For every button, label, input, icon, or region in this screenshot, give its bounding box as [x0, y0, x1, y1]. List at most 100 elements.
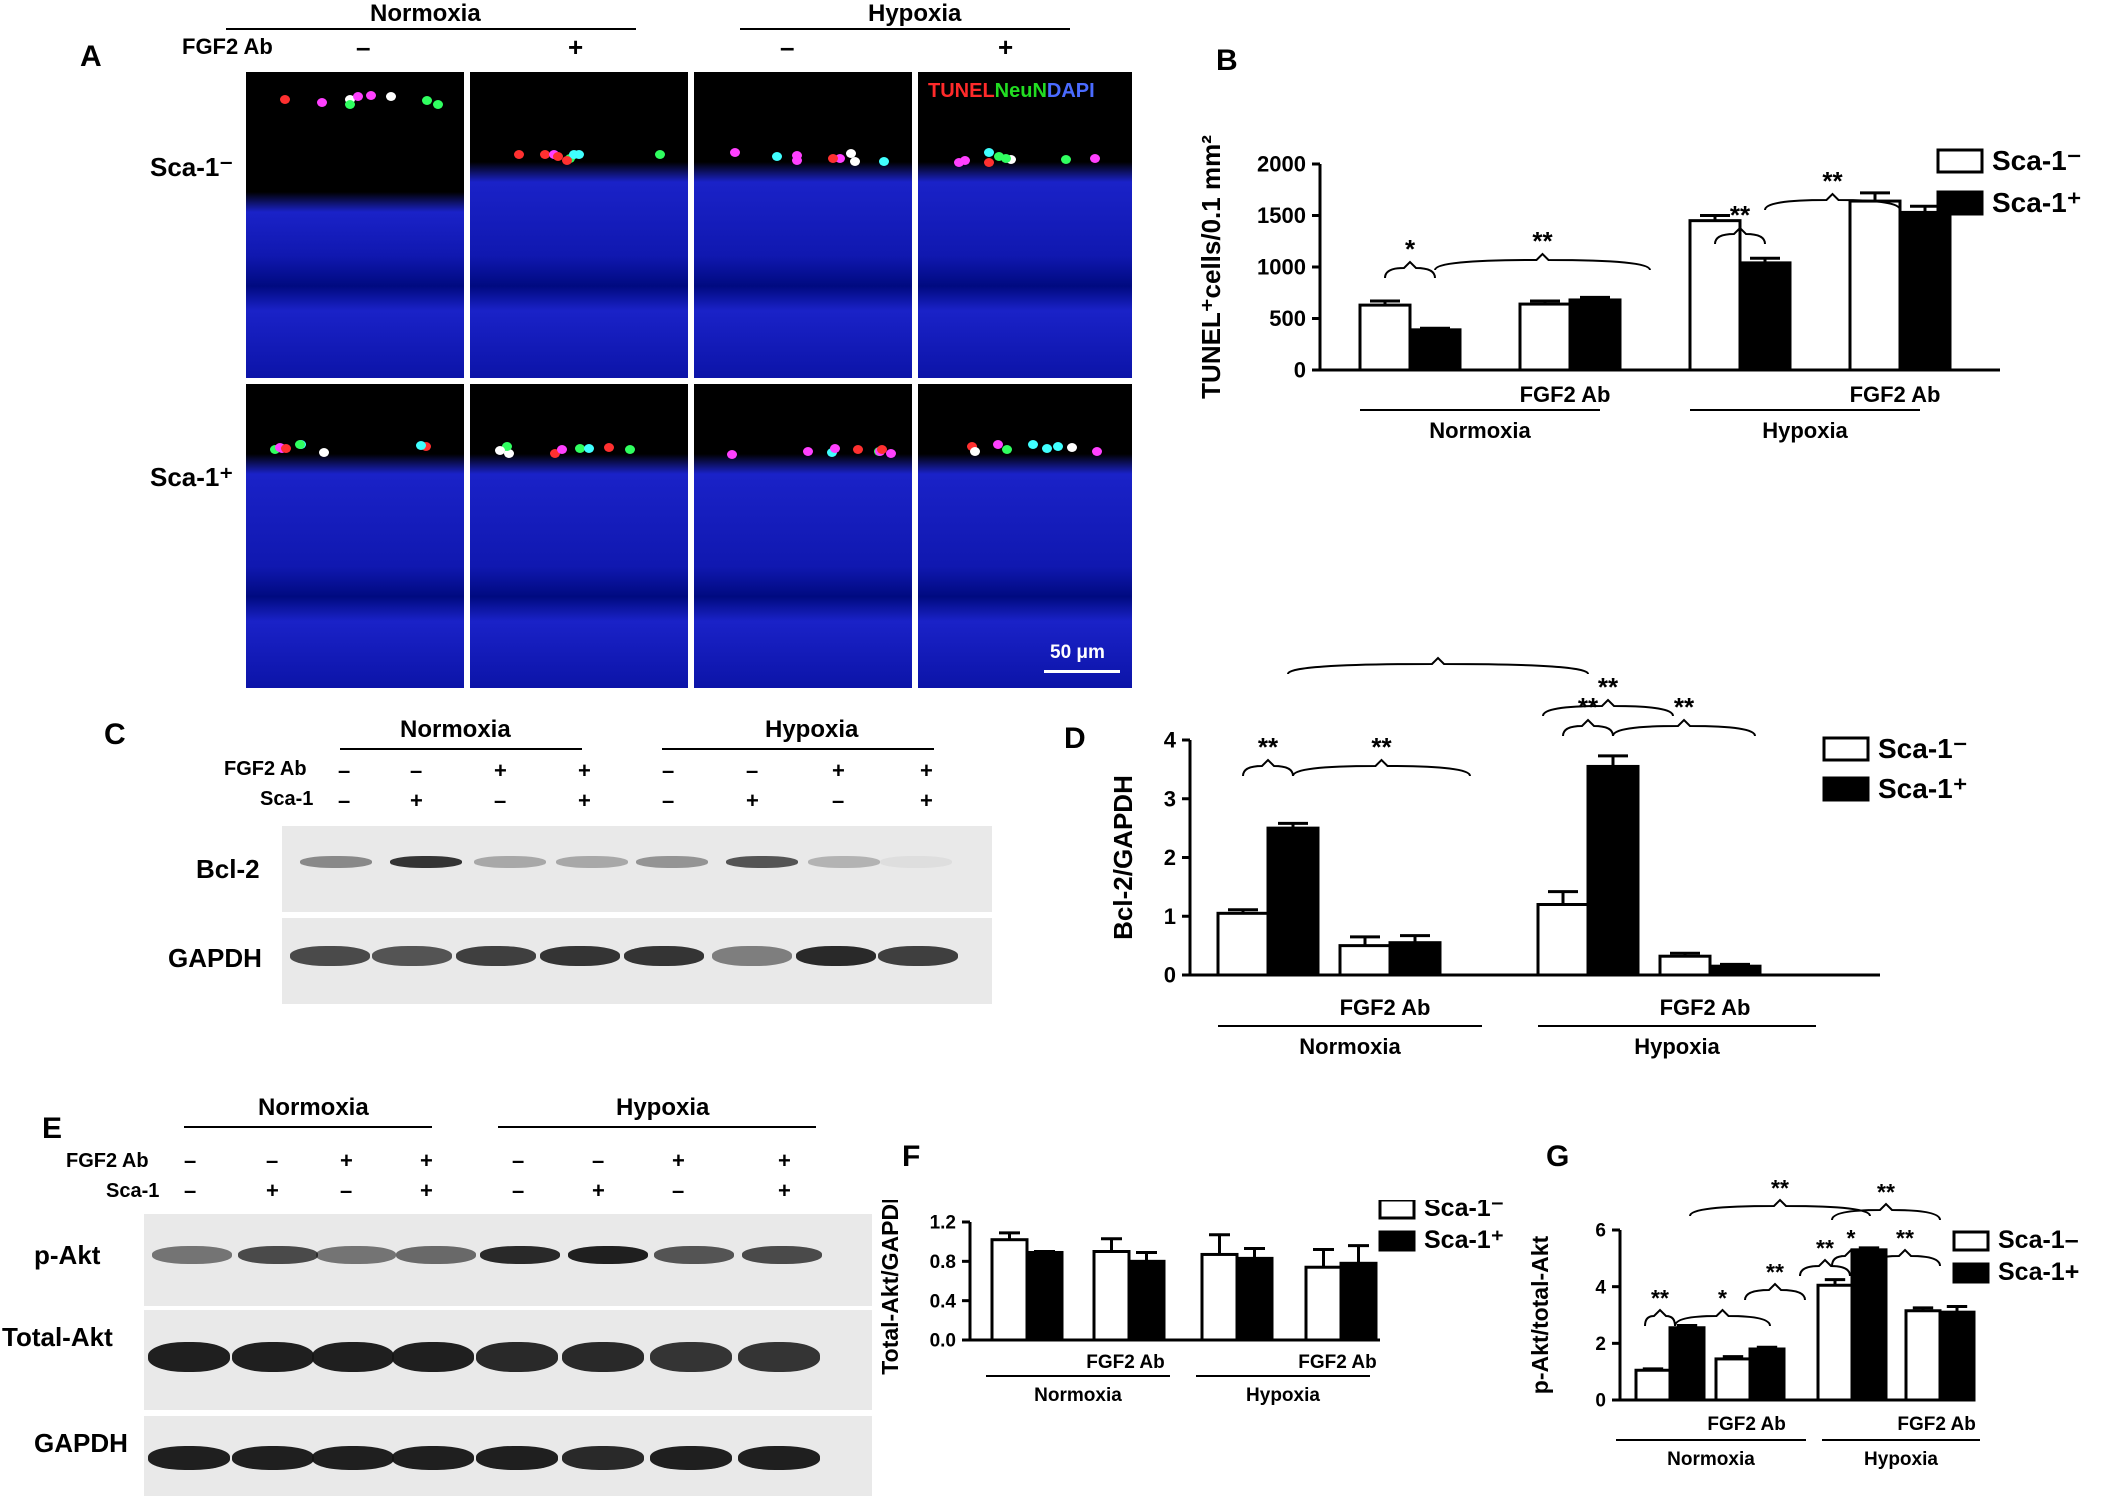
lane-sign: – — [512, 1148, 525, 1173]
micrograph-tile — [694, 384, 912, 688]
bar — [1200, 1252, 1239, 1342]
group-label: Hypoxia — [1762, 418, 1848, 443]
significance-bracket — [1799, 1258, 1851, 1277]
lane-sign: – — [746, 758, 759, 783]
group-label: Hypoxia — [1864, 1449, 1938, 1470]
legend-swatch — [1936, 148, 1984, 174]
lane-sign: + — [672, 1148, 685, 1173]
significance-bracket — [1434, 252, 1651, 271]
significance-bracket — [1644, 1308, 1676, 1327]
bar — [1025, 1250, 1064, 1342]
lane-sign: – — [340, 1178, 353, 1203]
blot-band — [726, 856, 798, 868]
panel-letter-a: A — [80, 40, 102, 73]
significance-label: ** — [1428, 650, 1449, 660]
blot-band — [562, 1342, 644, 1372]
y-tick-label: 1.2 — [930, 1213, 956, 1234]
lane-sign: – — [672, 1178, 685, 1203]
legend-dapi: DAPI — [1046, 80, 1095, 102]
bar — [1634, 1368, 1672, 1402]
micrograph-tile — [470, 72, 688, 378]
lane-sign: + — [746, 788, 759, 813]
micrograph-tile — [918, 384, 1132, 688]
panel-letter-b: B — [1216, 44, 1238, 77]
panel-letter-c: C — [104, 718, 126, 751]
significance-bracket — [1714, 226, 1766, 245]
micrograph-tile — [694, 72, 912, 378]
bar — [990, 1238, 1029, 1342]
y-tick-label: 0 — [1595, 1391, 1606, 1412]
significance-bracket — [1674, 1308, 1771, 1327]
bar — [1127, 1259, 1166, 1342]
significance-label: ** — [1816, 1235, 1834, 1261]
panel-letter-d: D — [1064, 722, 1086, 755]
fgf2-label-a: FGF2 Ab — [182, 34, 273, 59]
blot-band — [316, 1246, 396, 1264]
bar — [1338, 944, 1392, 977]
y-tick-label: 2 — [1164, 845, 1176, 870]
significance-label: ** — [1674, 692, 1695, 722]
significance-bracket — [1384, 260, 1436, 279]
treatment-label: FGF2 Ab — [1520, 382, 1611, 407]
hypoxia-label-a: Hypoxia — [868, 0, 962, 27]
lane-sign: – — [494, 788, 507, 813]
lane-sign: + — [420, 1178, 433, 1203]
band-label-bcl2: Bcl-2 — [196, 854, 260, 884]
significance-label: ** — [1822, 166, 1843, 196]
legend-swatch — [1952, 1262, 1990, 1284]
panel-letter-e: E — [42, 1112, 63, 1145]
group-label: Hypoxia — [1246, 1385, 1320, 1406]
significance-bracket — [1831, 1248, 1871, 1267]
normoxia-bracket-e — [184, 1126, 432, 1128]
y-tick-label: 0 — [1294, 358, 1306, 383]
bar — [1388, 941, 1442, 977]
significance-label: ** — [1371, 732, 1392, 762]
blot-band — [650, 1342, 732, 1372]
bar — [1708, 964, 1762, 977]
blot-band — [476, 1446, 558, 1470]
fgf2-sign-a-1: – — [356, 32, 371, 62]
blot-band — [878, 946, 958, 966]
y-tick-label: 0 — [1164, 963, 1176, 988]
y-tick-label: 2000 — [1257, 152, 1306, 177]
lane-sign: – — [832, 788, 845, 813]
row-label-sca-pos: Sca-1⁺ — [150, 462, 234, 492]
treatment-label: FGF2 Ab — [1850, 382, 1941, 407]
blot-bcl2 — [282, 826, 992, 912]
legend-label: Sca-1⁻ — [1992, 145, 2082, 176]
blot-band — [456, 946, 536, 966]
legend-tunel: TUNEL — [928, 80, 995, 102]
significance-label: ** — [1651, 1285, 1669, 1311]
blot-band — [624, 946, 704, 966]
bar — [1518, 302, 1572, 372]
chart-d: 0 1 2 3 4 Bcl-2/GAPDH Sca-1⁻ Sca-1⁺ FGF2 Ab FGF2 … — [1108, 650, 1968, 1059]
significance-bracket — [1287, 656, 1589, 675]
y-tick-label: 1000 — [1257, 255, 1306, 280]
legend-swatch — [1378, 1200, 1416, 1220]
blot-band — [148, 1446, 230, 1470]
blot-band — [556, 856, 628, 868]
bar — [1658, 954, 1712, 977]
blot-band — [232, 1446, 314, 1470]
lane-sign: + — [340, 1148, 353, 1173]
treatment-label: FGF2 Ab — [1298, 1352, 1376, 1373]
significance-bracket — [1764, 192, 1901, 211]
group-label: Normoxia — [1034, 1385, 1122, 1406]
blot-band — [396, 1246, 476, 1264]
blot-band — [392, 1446, 474, 1470]
treatment-label: FGF2 Ab — [1660, 995, 1751, 1020]
legend-neun: NeuN — [994, 80, 1047, 102]
treatment-label: FGF2 Ab — [1897, 1414, 1975, 1435]
chart-b: 0 500 1000 1500 2000 TUNEL⁺cells/0.1 mm² Sca-1… — [1196, 135, 2082, 443]
chart-f: 0.0 0.4 0.8 1.2 Total-Akt/GAPDH Sca-1⁻ Sca-1⁺ F… — [877, 1200, 1504, 1406]
legend-label: Sca-1⁺ — [1424, 1226, 1504, 1254]
significance-bracket — [1612, 718, 1756, 737]
micrograph-tile — [246, 72, 464, 378]
significance-bracket — [1292, 758, 1471, 777]
legend-label: Sca-1⁻ — [1424, 1200, 1504, 1222]
legend-swatch — [1822, 776, 1870, 802]
y-tick-label: 0.8 — [930, 1252, 956, 1273]
bar — [1668, 1326, 1706, 1402]
bar — [1714, 1357, 1752, 1402]
legend-label: Sca-1– — [1998, 1226, 2079, 1254]
